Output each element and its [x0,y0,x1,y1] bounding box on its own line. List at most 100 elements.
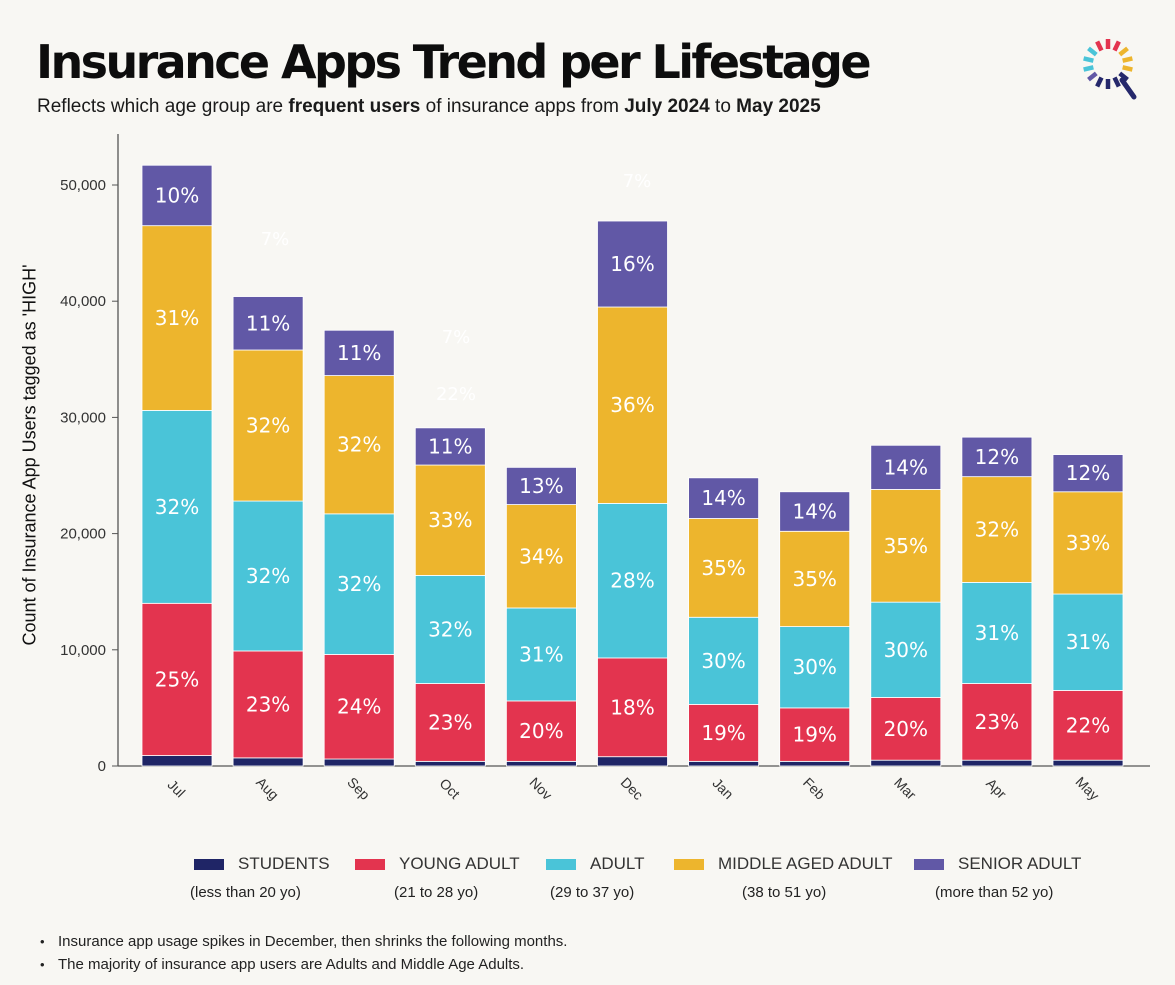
bar-segment-adult [323,513,395,655]
legend-swatch-middle-aged-adult [674,858,704,870]
bar-segment-students [323,758,395,767]
legend-range-young-adult: (21 to 28 yo) [394,884,479,901]
bar-segment-middle-aged-adult [870,489,942,603]
data-label: 19% [701,721,745,745]
chart-subtitle: Reflects which age group are frequent us… [37,96,821,117]
data-label: 25% [155,667,199,691]
bar-segment-students [232,757,304,767]
data-label: 19% [792,723,836,747]
chart-title: Insurance Apps Trend per Lifestage [36,35,872,89]
data-label: 23% [428,710,472,734]
bar-segment-young-adult [779,707,851,762]
legend-swatch-adult [546,858,576,870]
legend-swatch-senior-adult [914,858,944,870]
ghost-label: 7% [623,171,652,192]
data-label: 22% [1066,713,1110,737]
bar-segment-senior-adult [961,436,1033,478]
data-label: 35% [701,556,745,580]
bar-segment-young-adult [597,657,668,758]
data-label: 32% [337,572,381,596]
bar-segment-students [961,759,1033,767]
bar-segment-senior-adult [597,220,668,308]
bar-segment-middle-aged-adult [1052,491,1124,595]
bar-segment-young-adult [688,704,759,762]
bar-segment-young-adult [141,602,213,756]
data-label: 28% [610,569,654,593]
data-label: 32% [337,433,381,457]
y-tick-label: 50,000 [60,177,106,194]
bar-segment-senior-adult [141,164,213,227]
legend-range-adult: (29 to 37 yo) [550,884,635,901]
data-label: 23% [246,692,290,716]
bar-segment-adult [779,626,851,709]
bar-segment-students [597,756,668,767]
bar-segment-senior-adult [232,296,304,351]
legend-label: ADULT [590,854,645,873]
bar-segment-senior-adult [323,329,395,376]
bar-segment-students [141,755,213,767]
legend-range-middle-aged-adult: (38 to 51 yo) [742,884,827,901]
data-label: 31% [1066,630,1110,654]
data-label: 35% [792,567,836,591]
bar-segment-students [505,760,577,767]
data-label: 12% [975,445,1019,469]
data-label: 20% [884,717,928,741]
legend-range-senior-adult: (more than 52 yo) [935,884,1054,901]
data-label: 18% [610,695,654,719]
bar-segment-middle-aged-adult [779,530,851,627]
bar-segment-middle-aged-adult [323,375,395,515]
data-label: 20% [519,719,563,743]
x-tick-label: Aug [253,774,282,803]
bar-segment-adult [597,502,668,659]
bar-segment-senior-adult [870,444,942,490]
bar-segment-senior-adult [414,427,486,466]
data-label: 30% [884,638,928,662]
legend-item-students: STUDENTS [194,852,330,876]
data-label: 24% [337,695,381,719]
data-label: 32% [155,495,199,519]
data-label: 14% [701,486,745,510]
bar-segment-young-adult [232,650,304,759]
data-label: 36% [610,393,654,417]
bar-segment-adult [232,500,304,652]
notes-list: Insurance app usage spikes in December, … [38,930,567,976]
data-label: 11% [337,341,381,365]
ghost-label: 7% [442,327,471,348]
data-label: 32% [428,617,472,641]
data-label: 13% [519,474,563,498]
bar-segment-adult [414,575,486,684]
data-label: 31% [975,621,1019,645]
bar-segment-middle-aged-adult [961,476,1033,583]
bar-segment-middle-aged-adult [141,225,213,411]
bar-segment-students [779,760,851,767]
bar-segment-middle-aged-adult [505,504,577,609]
x-tick-label: Feb [800,774,829,803]
data-label: 12% [1066,461,1110,485]
data-label: 34% [519,544,563,568]
brand-logo-icon [1083,39,1137,100]
x-tick-label: Apr [983,775,1010,802]
bar-segment-young-adult [870,697,942,761]
bar-segment-adult [141,410,213,604]
data-label: 10% [155,183,199,207]
x-tick-label: Jan [709,775,736,802]
bar-segment-young-adult [505,700,577,762]
data-label: 32% [246,564,290,588]
legend-label: STUDENTS [238,854,330,873]
bar-segment-adult [688,616,759,705]
data-label: 32% [975,518,1019,542]
data-label: 30% [701,649,745,673]
bar-segment-adult [961,582,1033,684]
y-tick-label: 20,000 [60,526,106,543]
data-label: 31% [155,306,199,330]
bar-segment-middle-aged-adult [232,349,304,502]
legend-item-young-adult: YOUNG ADULT [355,852,520,876]
bar-segment-middle-aged-adult [414,464,486,576]
bar-segment-students [414,760,486,767]
ghost-label: 22% [436,384,476,405]
x-tick-label: Dec [618,774,647,803]
legend-label: YOUNG ADULT [399,854,520,873]
legend-swatch-students [194,858,224,870]
x-tick-label: Nov [526,774,555,803]
